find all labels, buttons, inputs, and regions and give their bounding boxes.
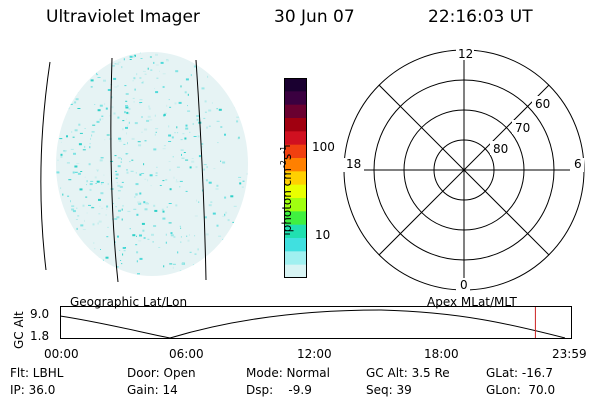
mlt-label-bg-top <box>456 46 474 60</box>
color-scale-swatch <box>284 264 307 278</box>
color-scale-swatch <box>284 211 307 226</box>
info-glon: GLon: 70.0 <box>486 383 556 397</box>
x-tick-1200: 12:00 <box>297 347 332 361</box>
x-tick-1800: 18:00 <box>424 347 459 361</box>
info-mode: Mode: Normal <box>246 366 330 380</box>
x-tick-2359: 23:59 <box>552 347 587 361</box>
color-scale-swatches <box>284 78 307 278</box>
meridian-line-2 <box>110 57 119 283</box>
color-scale-swatch <box>284 118 307 132</box>
polar-mlt-grid: 12 18 6 0 60 70 80 <box>342 46 585 292</box>
colorbar-unit-label: photon cm-2s-1 <box>268 145 294 240</box>
info-filter: Flt: LBHL <box>10 366 64 380</box>
altitude-curve <box>60 309 566 339</box>
mlt-label-12: 12 <box>458 47 473 61</box>
uv-disk <box>56 52 248 276</box>
lat-label-bg-60 <box>532 96 554 110</box>
color-scale-swatch <box>284 91 307 106</box>
altitude-plot <box>60 306 572 339</box>
uv-earth-image <box>40 52 248 283</box>
color-scale-swatch <box>284 184 307 199</box>
y-tick-1-8: 1.8 <box>30 329 50 343</box>
mlt-label-0: 0 <box>460 278 468 292</box>
mlt-label-bg-bottom <box>456 278 470 292</box>
colorbar-tick-label-10: 10 <box>315 228 331 242</box>
color-scale-swatch <box>284 131 307 146</box>
info-gain: Gain: 14 <box>127 383 178 397</box>
x-tick-0000: 00:00 <box>44 347 79 361</box>
color-scale-swatch <box>284 78 307 92</box>
info-gc-alt: GC Alt: 3.5 Re <box>366 366 450 380</box>
meridian-line-1 <box>40 61 51 271</box>
color-scale-swatch <box>284 198 307 212</box>
info-ip: IP: 36.0 <box>10 383 56 397</box>
lat-label-bg-80 <box>490 141 512 155</box>
mlt-label-bg-right <box>570 158 584 172</box>
mlt-label-6: 6 <box>574 157 582 171</box>
time-label: 22:16:03 UT <box>428 7 533 27</box>
colorbar-tick-label-100: 100 <box>312 140 335 154</box>
mlt-line-diag-2 <box>378 84 550 256</box>
color-scale-bar <box>284 78 307 278</box>
timeline-right-label: Apex MLat/MLT <box>427 295 517 309</box>
lat-label-60: 60 <box>535 97 550 111</box>
lat-label-80: 80 <box>493 142 508 156</box>
info-seq: Seq: 39 <box>366 383 412 397</box>
color-scale-swatch <box>284 158 307 172</box>
info-dsp: Dsp: -9.9 <box>246 383 312 397</box>
y-tick-9: 9.0 <box>30 307 50 321</box>
altitude-plot-frame <box>60 306 572 339</box>
info-door: Door: Open <box>127 366 196 380</box>
color-scale-swatch <box>284 171 307 186</box>
colorbar-unit-text: photon cm-2s-1 <box>279 145 294 233</box>
timeline-axis-title: GC Alt <box>12 311 26 349</box>
color-scale-swatch <box>284 224 307 239</box>
timeline-left-label: Geographic Lat/Lon <box>70 295 188 309</box>
instrument-title: Ultraviolet Imager <box>46 7 200 27</box>
lat-label-bg-70 <box>512 120 534 134</box>
color-scale-swatch <box>284 104 307 119</box>
info-glat: GLat: -16.7 <box>486 366 553 380</box>
color-scale-swatch <box>284 238 307 252</box>
color-scale-frame <box>284 78 307 278</box>
lat-label-70: 70 <box>515 121 530 135</box>
date-label: 30 Jun 07 <box>274 7 355 27</box>
meridian-line-3 <box>195 59 207 281</box>
color-scale-swatch <box>284 251 307 266</box>
mlt-label-bg-left <box>342 158 364 172</box>
x-tick-0600: 06:00 <box>169 347 204 361</box>
color-scale-swatch <box>284 144 307 159</box>
mlt-label-18: 18 <box>346 157 361 171</box>
